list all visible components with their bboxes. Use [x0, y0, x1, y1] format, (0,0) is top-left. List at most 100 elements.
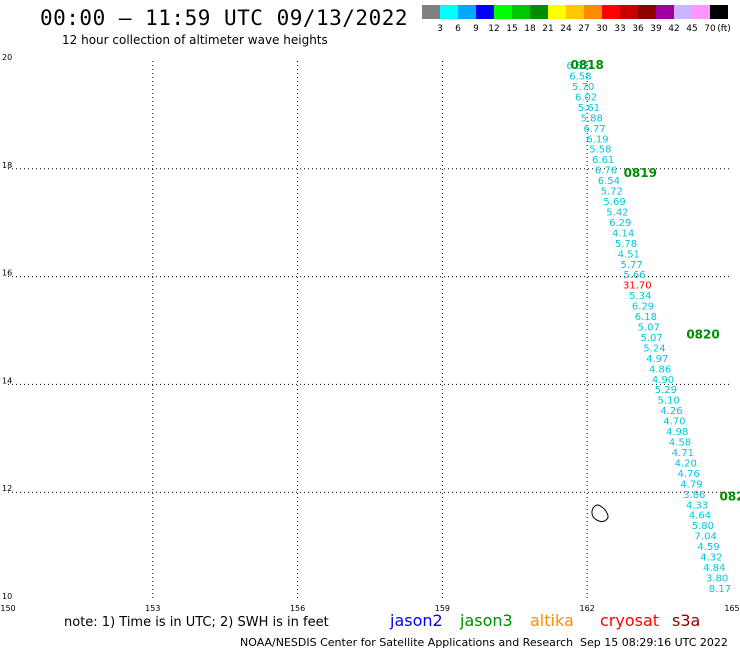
- wave-height-value: 4.76: [677, 469, 699, 480]
- colorbar-label: 42: [668, 24, 679, 34]
- island-outline: [591, 504, 609, 523]
- wave-height-value: 6.18: [635, 312, 657, 323]
- y-tick-label: 16: [2, 269, 12, 278]
- time-labels: 0818 0819 0820 082: [570, 58, 740, 503]
- colorbar-label: 12: [488, 24, 499, 34]
- wave-height-value: 6.29: [632, 302, 654, 313]
- wave-height-value: 5.78: [615, 239, 637, 250]
- wave-height-value: 5.07: [640, 333, 662, 344]
- colorbar-swatch: [440, 5, 458, 19]
- colorbar-swatch: [476, 5, 494, 19]
- footer-note: note: 1) Time is in UTC; 2) SWH is in fe…: [64, 615, 329, 630]
- wave-height-value: 6.61: [592, 155, 614, 166]
- y-tick-label: 12: [2, 484, 12, 493]
- colorbar-label: 36: [632, 24, 644, 34]
- x-tick-label: 156: [290, 604, 305, 613]
- footer-timestamp: Sep 15 08:29:16 UTC 2022: [580, 636, 728, 649]
- wave-height-value: 4.51: [618, 249, 640, 260]
- colorbar-label: 9: [473, 24, 479, 34]
- colorbar-label: 24: [560, 24, 572, 34]
- colorbar-swatch: [620, 5, 638, 19]
- colorbar-swatch: [656, 5, 674, 19]
- wave-height-value: 4.98: [666, 427, 688, 438]
- wave-height-value: 4.26: [660, 406, 682, 417]
- color-legend: 3 6 9 12 15 18 21 24 27 30 33 36 39 42 45 70 (ft): [422, 5, 731, 34]
- colorbar-label: 15: [506, 24, 517, 34]
- satellite-legend-s3a: s3a: [672, 611, 700, 630]
- colorbar-unit: (ft): [717, 24, 731, 34]
- colorbar-label: 70: [704, 24, 716, 34]
- satellite-legend-cryosat: cryosat: [600, 611, 659, 630]
- colorbar-swatch: [458, 5, 476, 19]
- wave-height-value: 5.69: [603, 197, 625, 208]
- wave-height-value: 5.66: [623, 270, 645, 281]
- x-tick-label: 153: [145, 604, 160, 613]
- wave-height-value: 5.58: [589, 145, 611, 156]
- colorbar-swatch: [512, 5, 530, 19]
- satellite-legend-jason2: jason2: [389, 611, 443, 630]
- wave-height-value: 7.04: [695, 532, 717, 543]
- wave-height-value-max: 31.70: [623, 281, 652, 292]
- wave-height-value: 6.54: [598, 176, 620, 187]
- pass-time-label: 0819: [624, 166, 657, 180]
- wave-height-value: 5.34: [629, 291, 651, 302]
- colorbar-swatch: [692, 5, 710, 19]
- wave-height-value: 5.07: [638, 323, 660, 334]
- wave-height-value: 6.52: [566, 61, 588, 72]
- pass-time-label: 0818: [570, 58, 603, 72]
- wave-height-value: 4.58: [669, 438, 691, 449]
- page-subtitle: 12 hour collection of altimeter wave hei…: [62, 33, 328, 47]
- wave-height-value: 5.10: [658, 396, 680, 407]
- y-tick-label: 10: [2, 592, 12, 601]
- footer: note: 1) Time is in UTC; 2) SWH is in fe…: [64, 615, 728, 649]
- colorbar-swatch: [638, 5, 656, 19]
- wave-height-value: 4.32: [700, 553, 722, 564]
- colorbar-swatch: [548, 5, 566, 19]
- x-tick-label: 150: [0, 604, 15, 613]
- wave-height-value: 6.76: [595, 166, 617, 177]
- wave-height-value: 6.02: [575, 92, 597, 103]
- wave-height-value: 3.80: [706, 573, 728, 584]
- wave-height-value: 5.42: [606, 207, 628, 218]
- wave-height-value: 5.29: [655, 385, 677, 396]
- colorbar-label: 33: [614, 24, 625, 34]
- colorbar-swatch: [602, 5, 620, 19]
- colorbar-label: 27: [578, 24, 589, 34]
- wave-height-value: 4.86: [649, 364, 671, 375]
- wave-height-value: 3.86: [683, 490, 705, 501]
- wave-height-value: 8.17: [709, 584, 731, 595]
- wave-height-value: 6.29: [609, 218, 631, 229]
- wave-height-value: 4.71: [672, 448, 694, 459]
- wave-height-value: 4.64: [689, 511, 711, 522]
- y-tick-label: 18: [2, 161, 12, 170]
- wave-height-value: 4.33: [686, 500, 708, 511]
- wave-height-value: 4.70: [663, 417, 685, 428]
- satellite-legend: jason2 jason3 altika cryosat s3a: [389, 611, 700, 630]
- wave-height-value: 6.19: [586, 134, 608, 145]
- page-title: 00:00 – 11:59 UTC 09/13/2022: [40, 6, 409, 30]
- colorbar-label: 39: [650, 24, 662, 34]
- wave-height-value: 5.24: [643, 343, 665, 354]
- wave-height-value: 4.20: [675, 458, 697, 469]
- footer-credit: NOAA/NESDIS Center for Satellite Applica…: [240, 636, 573, 649]
- wave-height-value: 5.88: [581, 113, 603, 124]
- x-tick-label: 165: [724, 604, 739, 613]
- satellite-legend-altika: altika: [530, 611, 574, 630]
- wave-height-value: 6.77: [584, 124, 606, 135]
- x-tick-label: 159: [435, 604, 450, 613]
- wave-height-value: 6.58: [569, 72, 591, 83]
- map-grid: [8, 61, 732, 600]
- colorbar-label: 18: [524, 24, 536, 34]
- coastlines: [591, 504, 609, 523]
- y-tick-label: 20: [2, 53, 12, 62]
- pass-time-label: 0820: [686, 328, 719, 342]
- colorbar-swatch: [530, 5, 548, 19]
- wave-height-value: 4.79: [680, 479, 702, 490]
- colorbar-label: 3: [437, 24, 443, 34]
- wave-height-value: 5.80: [692, 521, 714, 532]
- wave-height-value: 4.84: [703, 563, 725, 574]
- wave-height-value: 5.61: [578, 103, 600, 114]
- y-tick-label: 14: [2, 376, 12, 385]
- satellite-legend-jason3: jason3: [459, 611, 513, 630]
